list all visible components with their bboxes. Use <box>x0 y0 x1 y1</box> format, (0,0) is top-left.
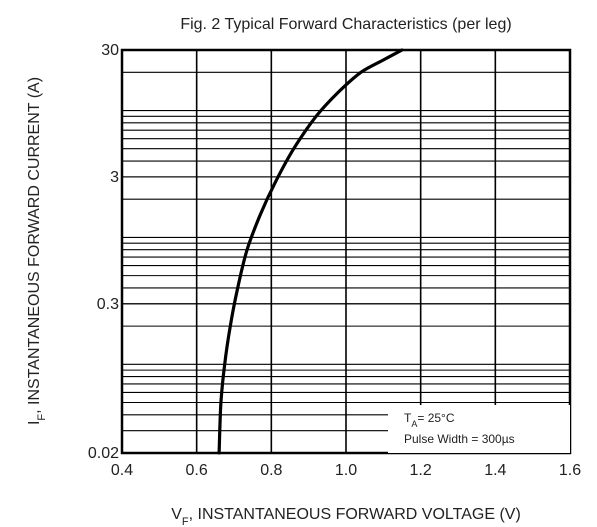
x-tick-label: 1.6 <box>559 462 581 479</box>
legend-line-2: Pulse Width = 300µs <box>404 432 515 446</box>
chart-title: Fig. 2 Typical Forward Characteristics (… <box>180 16 511 33</box>
x-tick-label: 0.4 <box>111 462 133 479</box>
x-tick-label: 1.2 <box>410 462 432 479</box>
legend-line-1: TA= 25°C <box>404 411 455 429</box>
y-tick-label: 0.3 <box>97 296 119 313</box>
y-tick-label: 3 <box>110 169 119 186</box>
plot-frame <box>120 48 572 455</box>
legend: TA= 25°C Pulse Width = 300µs <box>388 405 570 453</box>
x-axis-label: VF, INSTANTANEOUS FORWARD VOLTAGE (V) <box>171 506 521 527</box>
series-line <box>217 48 404 455</box>
y-tick-label: 30 <box>101 42 119 59</box>
x-tick-label: 1.4 <box>484 462 506 479</box>
x-tick-label: 0.8 <box>260 462 282 479</box>
grid <box>122 50 570 453</box>
x-tick-label: 0.6 <box>186 462 208 479</box>
legend-box <box>388 405 570 453</box>
y-tick-labels: 0.02 0.3 3 30 <box>88 42 119 462</box>
x-tick-label: 1.0 <box>335 462 357 479</box>
y-axis-label: IF, INSTANTANEOUS FORWARD CURRENT (A) <box>26 77 48 425</box>
x-tick-labels: 0.4 0.6 0.8 1.0 1.2 1.4 1.6 <box>111 462 581 479</box>
y-tick-label: 0.02 <box>88 445 119 462</box>
